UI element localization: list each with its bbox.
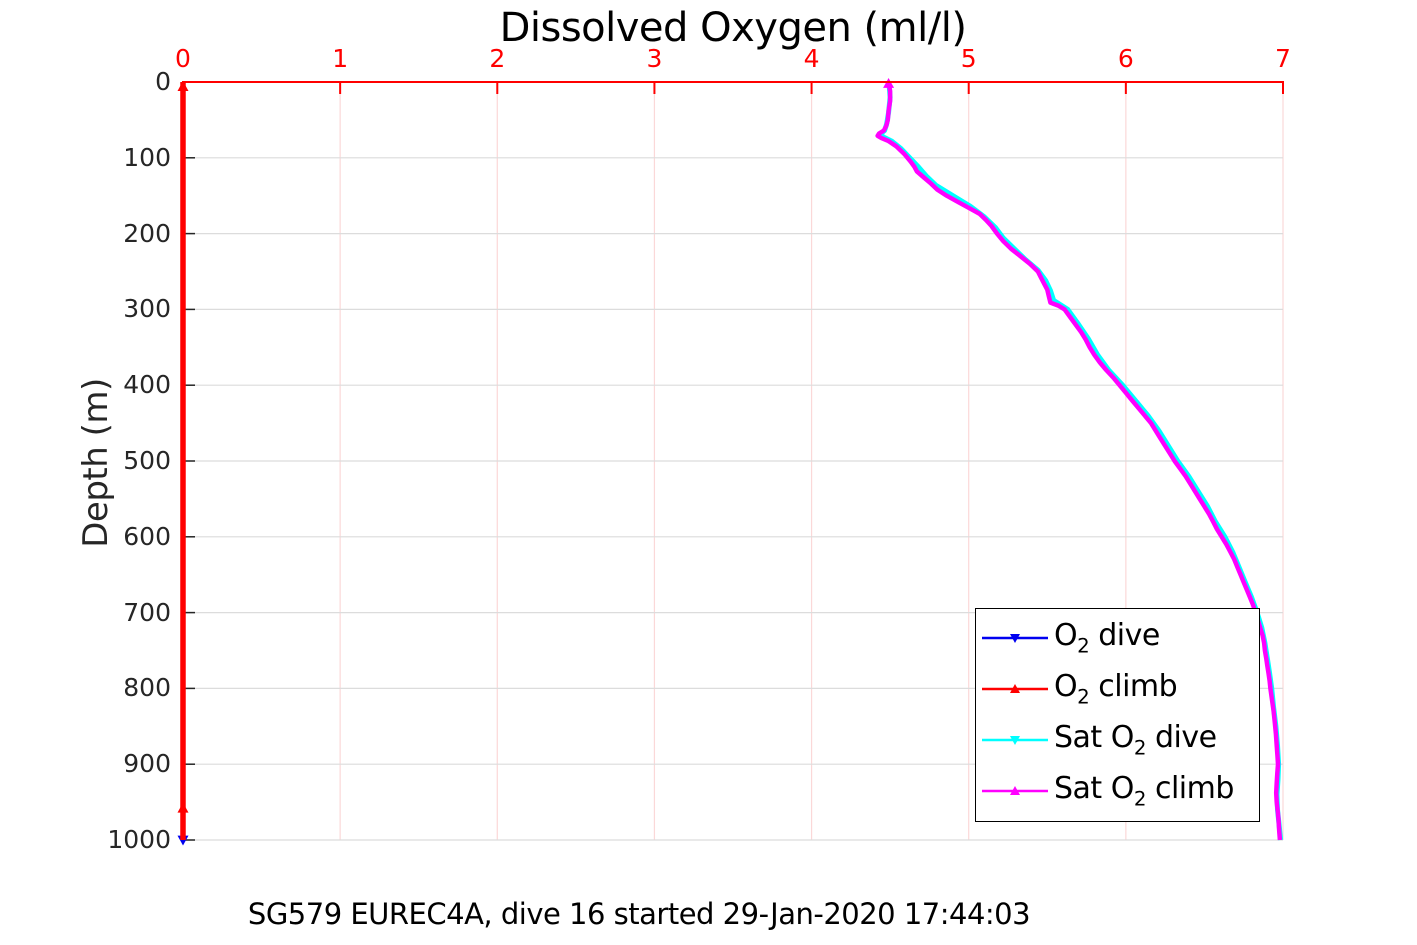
caption: SG579 EUREC4A, dive 16 started 29-Jan-20… — [247, 897, 1031, 931]
triangle-down-icon — [1010, 633, 1020, 643]
legend-item-sat-o2-climb: Sat O2 climb — [976, 765, 1259, 816]
x-tick-label: 2 — [489, 44, 506, 73]
x-tick-label: 7 — [1275, 44, 1291, 73]
series-marker-1 — [177, 802, 189, 813]
chart-title: Dissolved Oxygen (ml/l) — [499, 5, 967, 51]
y-tick-label: 1000 — [107, 825, 171, 854]
legend-item-o2-dive: O2 dive — [976, 612, 1259, 663]
x-tick-label: 4 — [803, 44, 820, 73]
y-tick-label: 200 — [123, 218, 171, 248]
plot-canvas — [177, 78, 1284, 846]
x-tick-label: 1 — [332, 44, 349, 73]
x-tick-label: 0 — [175, 44, 191, 73]
y-tick-label: 600 — [123, 521, 171, 551]
triangle-up-icon — [1010, 683, 1020, 693]
legend-item-sat-o2-dive: Sat O2 dive — [976, 714, 1259, 765]
legend-label: Sat O2 climb — [1054, 770, 1234, 811]
legend-label: O2 climb — [1054, 668, 1178, 709]
legend-item-o2-climb: O2 climb — [976, 663, 1259, 714]
x-tick-label: 3 — [646, 44, 663, 73]
y-tick-label: 900 — [123, 749, 171, 779]
triangle-up-icon — [1010, 785, 1020, 795]
y-tick-label: 100 — [123, 142, 171, 172]
y-axis-label: Depth (m) — [76, 378, 116, 548]
triangle-down-icon — [1010, 735, 1020, 745]
y-tick-label: 300 — [123, 294, 171, 324]
legend: O2 dive O2 climb Sat O2 dive Sat O2 climb — [975, 608, 1260, 822]
legend-label: Sat O2 dive — [1054, 719, 1217, 760]
y-tick-label: 800 — [123, 673, 171, 703]
y-tick-label: 400 — [123, 370, 171, 400]
x-tick-label: 6 — [1117, 44, 1134, 73]
series-line-sat-o2-climb — [875, 81, 1283, 841]
y-tick-label: 500 — [123, 446, 171, 475]
x-tick-label: 5 — [960, 44, 977, 73]
y-tick-label: 700 — [123, 597, 171, 627]
legend-label: O2 dive — [1054, 617, 1160, 658]
y-tick-label: 0 — [155, 67, 171, 96]
legend-swatch — [982, 633, 1048, 643]
legend-swatch — [982, 683, 1048, 693]
legend-swatch — [982, 735, 1048, 745]
plot-area — [177, 78, 1284, 846]
legend-swatch — [982, 785, 1048, 795]
